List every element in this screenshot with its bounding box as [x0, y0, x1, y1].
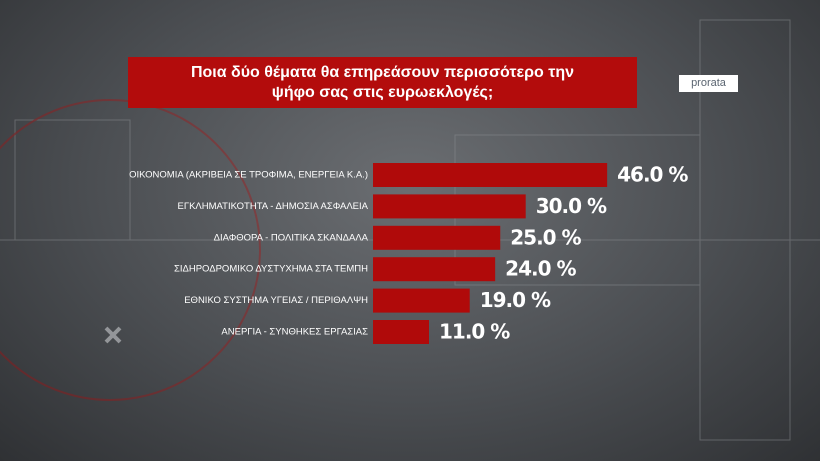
bar: [373, 257, 496, 282]
bar: [373, 320, 429, 344]
value-label: 24.0 %: [505, 257, 576, 281]
category-label: ΔΙΑΦΘΟΡΑ - ΠΟΛΙΤΙΚΑ ΣΚΑΝΔΑΛΑ: [214, 232, 369, 243]
category-label: ΕΓΚΛΗΜΑΤΙΚΟΤΗΤΑ - ΔΗΜΟΣΙΑ ΑΣΦΑΛΕΙΑ: [178, 201, 369, 212]
value-label: 11.0 %: [439, 320, 510, 344]
bar: [373, 225, 501, 250]
value-label: 30.0 %: [536, 194, 607, 218]
category-label: ΟΙΚΟΝΟΜΙΑ (ΑΚΡΙΒΕΙΑ ΣΕ ΤΡΟΦΙΜΑ, ΕΝΕΡΓΕΙΑ…: [129, 170, 368, 181]
category-label: ΑΝΕΡΓΙΑ - ΣΥΝΘΗΚΕΣ ΕΡΓΑΣΙΑΣ: [221, 327, 368, 338]
value-label: 46.0 %: [617, 163, 688, 187]
category-label: ΣΙΔΗΡΟΔΡΟΜΙΚΟ ΔΥΣΤΥΧΗΜΑ ΣΤΑ ΤΕΜΠΗ: [174, 264, 368, 275]
chart-title: Ποια δύο θέματα θα επηρεάσουν περισσότερ…: [128, 57, 637, 108]
logo: prorata: [679, 75, 738, 92]
value-label: 25.0 %: [510, 225, 581, 249]
bar: [373, 194, 526, 219]
category-label: ΕΘΝΙΚΟ ΣΥΣΤΗΜΑ ΥΓΕΙΑΣ / ΠΕΡΙΘΑΛΨΗ: [184, 295, 368, 306]
bar: [373, 288, 470, 313]
bar: [373, 163, 608, 187]
value-label: 19.0 %: [480, 288, 551, 312]
